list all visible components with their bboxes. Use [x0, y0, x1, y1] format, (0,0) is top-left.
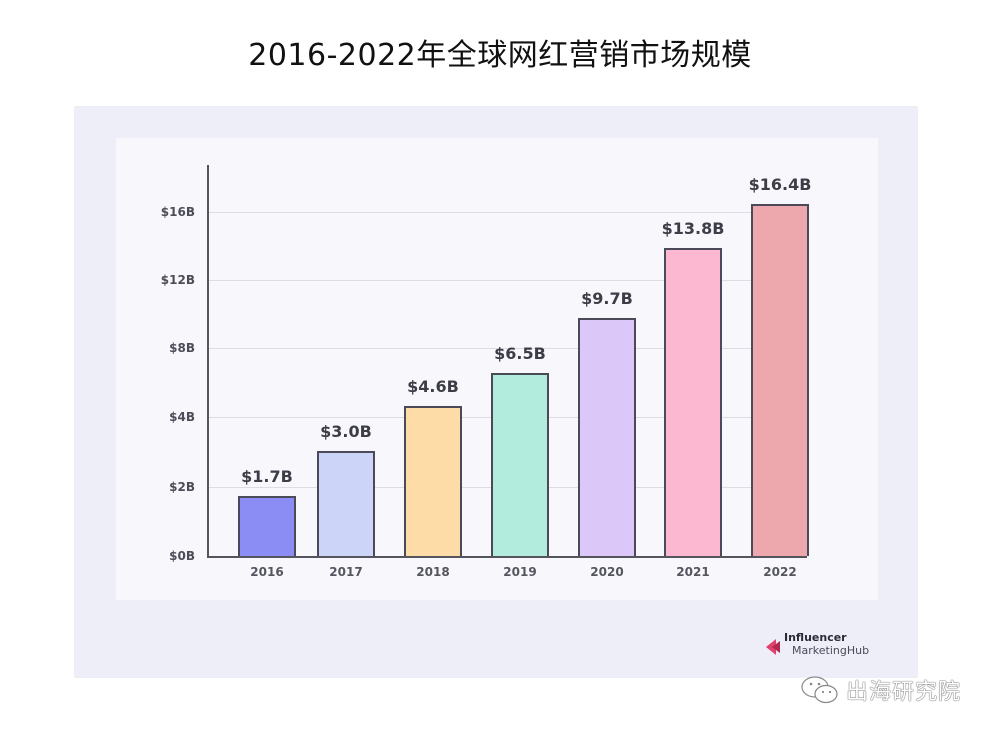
bar-2017	[317, 451, 375, 556]
bar-value-label: $13.8B	[661, 219, 725, 239]
bar-value-label: $1.7B	[241, 467, 293, 487]
y-axis	[207, 165, 209, 558]
y-tick-label: $16B	[160, 205, 195, 219]
wechat-icon	[801, 676, 838, 704]
logo-text-line1: Influencer	[784, 631, 847, 644]
x-tick-label: 2016	[250, 565, 284, 579]
logo-text-line2: MarketingHub	[792, 644, 870, 657]
logo-mark-icon	[766, 639, 780, 655]
y-tick-label: $0B	[169, 549, 195, 563]
gridline	[209, 280, 807, 281]
bar-2022	[751, 204, 809, 556]
x-axis	[207, 556, 807, 558]
plot-area: $0B $2B $4B $8B $12B $16B $1.7B 2016 $3.0B 2017 $4…	[161, 165, 827, 579]
bar-2018	[404, 405, 462, 556]
bar-value-label: $4.6B	[407, 376, 459, 396]
x-tick-label: 2022	[763, 565, 797, 579]
gridline	[209, 212, 807, 213]
bar-2016	[238, 496, 296, 556]
y-tick-label: $4B	[169, 410, 195, 424]
x-tick-label: 2019	[503, 565, 537, 579]
bar-2021	[664, 248, 722, 556]
bar-value-label: $9.7B	[581, 289, 633, 309]
y-tick-label: $12B	[160, 273, 195, 287]
watermark-text: 出海研究院	[846, 680, 962, 705]
watermark: 出海研究院	[800, 675, 961, 705]
y-tick-label: $8B	[169, 341, 195, 355]
chart-title: 2016-2022年全球网红营销市场规模	[248, 38, 752, 73]
bar-2020	[578, 318, 636, 556]
y-tick-label: $2B	[169, 480, 195, 494]
influencer-marketing-hub-logo: Influencer MarketingHub	[766, 631, 886, 661]
bar-value-label: $6.5B	[494, 343, 546, 363]
bar-value-label: $3.0B	[320, 422, 372, 441]
gridline	[209, 348, 807, 349]
x-tick-label: 2017	[329, 565, 363, 579]
x-tick-label: 2018	[416, 565, 450, 579]
x-tick-label: 2020	[590, 565, 624, 579]
bar-2019	[491, 372, 549, 556]
x-tick-label: 2021	[676, 565, 710, 579]
bar-value-label: $16.4B	[748, 175, 812, 195]
